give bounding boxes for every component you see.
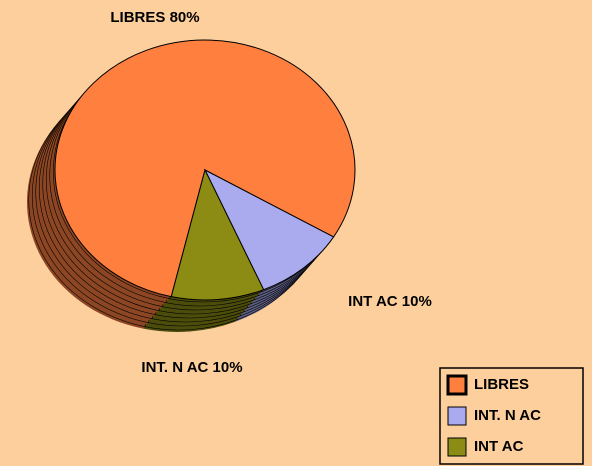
legend-box <box>439 367 584 465</box>
legend-swatch <box>446 374 468 396</box>
slice <box>54 39 356 298</box>
slice <box>203 168 335 291</box>
legend-label: LIBRES <box>474 376 529 393</box>
data-label: LIBRES 80% <box>110 9 199 26</box>
legend-label: INT AC <box>474 438 524 455</box>
legend-swatch <box>447 437 467 457</box>
slice <box>170 168 265 301</box>
legend-swatch <box>447 406 467 426</box>
data-label: INT AC 10% <box>348 293 432 310</box>
legend-label: INT. N AC <box>474 407 541 424</box>
data-label: INT. N AC 10% <box>141 359 242 376</box>
